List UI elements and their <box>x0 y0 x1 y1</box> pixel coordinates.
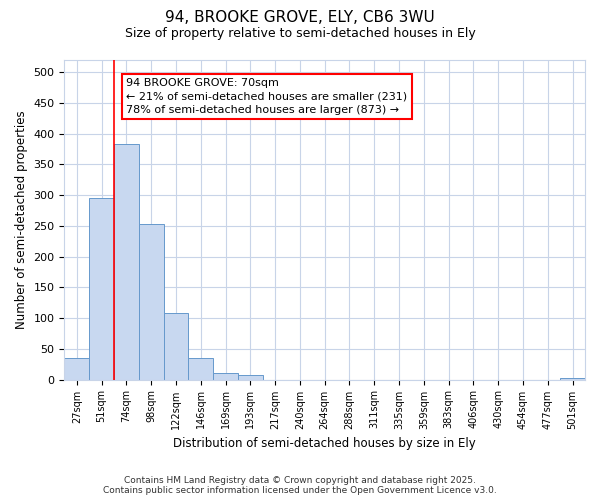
Text: 94 BROOKE GROVE: 70sqm
← 21% of semi-detached houses are smaller (231)
78% of se: 94 BROOKE GROVE: 70sqm ← 21% of semi-det… <box>127 78 407 115</box>
Text: 94, BROOKE GROVE, ELY, CB6 3WU: 94, BROOKE GROVE, ELY, CB6 3WU <box>165 10 435 25</box>
Bar <box>560 378 585 380</box>
Text: Size of property relative to semi-detached houses in Ely: Size of property relative to semi-detach… <box>125 28 475 40</box>
Bar <box>238 376 263 380</box>
Bar <box>114 144 139 380</box>
Bar <box>213 374 238 380</box>
Bar <box>188 358 213 380</box>
Bar <box>139 224 164 380</box>
Bar <box>89 198 114 380</box>
Bar <box>164 313 188 380</box>
Text: Contains HM Land Registry data © Crown copyright and database right 2025.
Contai: Contains HM Land Registry data © Crown c… <box>103 476 497 495</box>
Bar <box>64 358 89 380</box>
Y-axis label: Number of semi-detached properties: Number of semi-detached properties <box>15 110 28 329</box>
X-axis label: Distribution of semi-detached houses by size in Ely: Distribution of semi-detached houses by … <box>173 437 476 450</box>
